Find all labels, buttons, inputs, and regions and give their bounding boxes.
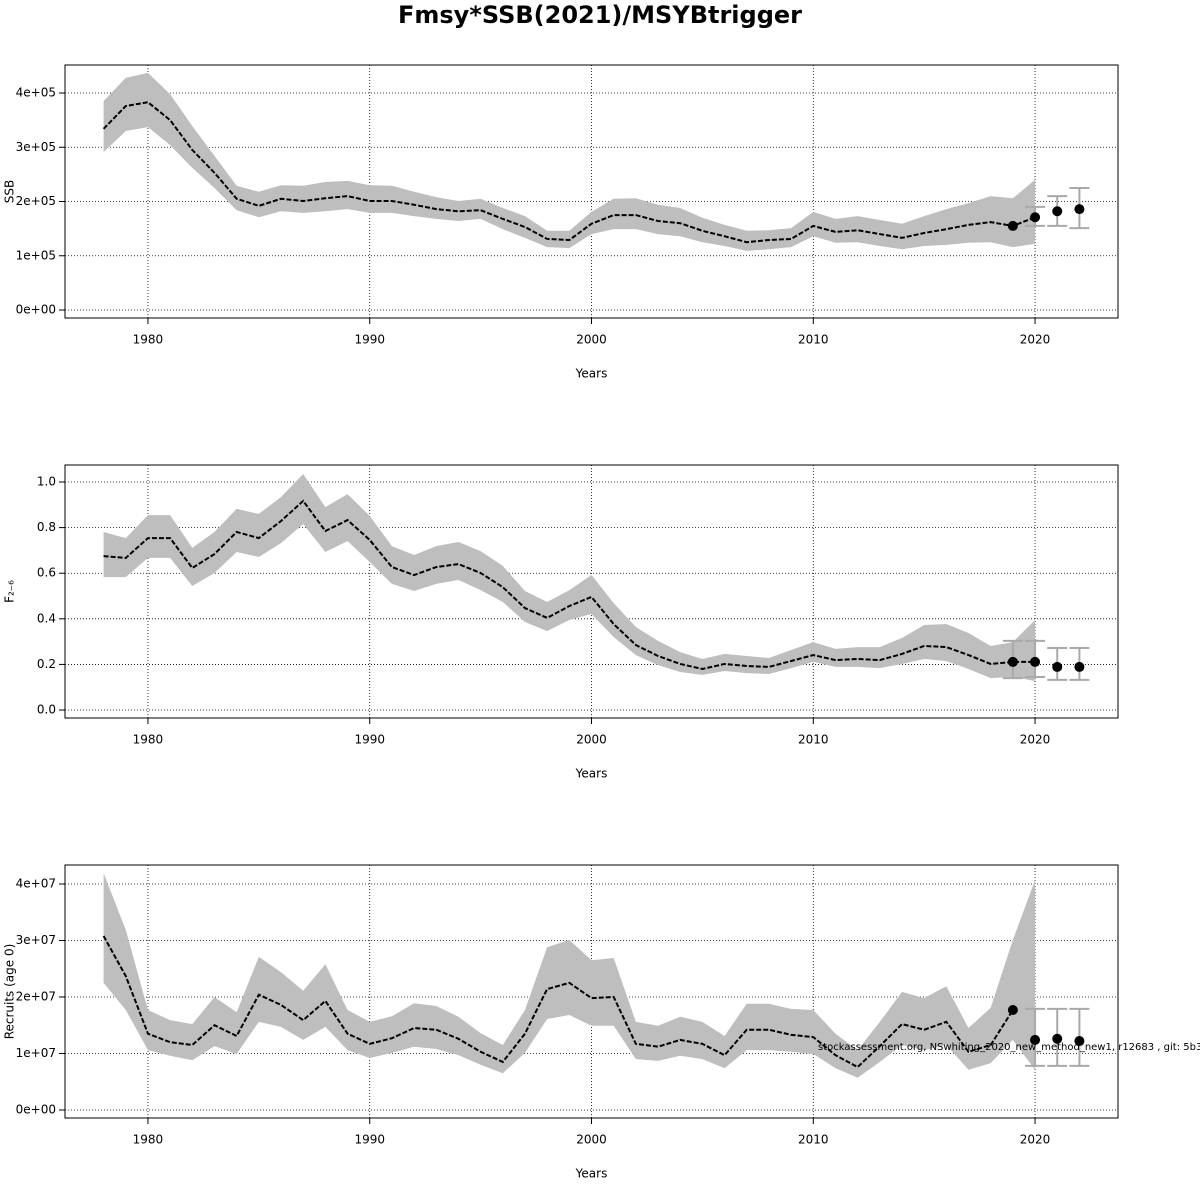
forecast-point [1030, 656, 1041, 667]
x-tick-label: 1990 [354, 333, 385, 347]
forecast-point [1052, 1033, 1063, 1044]
y-tick-label: 3e+07 [16, 933, 56, 947]
y-tick-label: 2e+07 [16, 989, 56, 1003]
x-axis-label: Years [575, 767, 608, 781]
x-tick-label: 2000 [576, 733, 607, 747]
y-tick-label: 0.8 [37, 520, 56, 534]
y-tick-label: 0.0 [37, 703, 56, 717]
y-tick-label: 4e+05 [16, 85, 56, 99]
x-tick-label: 1980 [133, 333, 164, 347]
plot-frame [64, 864, 1119, 1119]
x-tick-label: 2020 [1020, 733, 1051, 747]
annotation: stockassessment.org, NSwhiting_2020_new_… [818, 1042, 1200, 1053]
forecast-point [1007, 656, 1018, 667]
x-tick-label: 2010 [798, 1133, 829, 1147]
plot-frame [64, 64, 1119, 319]
x-tick-label: 2000 [576, 333, 607, 347]
y-tick-label: 1e+05 [16, 248, 56, 262]
plot-frame [64, 464, 1119, 719]
y-axis-label: Recruits (age 0) [3, 944, 17, 1040]
forecast-point [1074, 204, 1085, 215]
x-tick-label: 2010 [798, 333, 829, 347]
forecast-point [1074, 661, 1085, 672]
y-tick-label: 0.4 [37, 611, 56, 625]
y-tick-label: 0.2 [37, 657, 56, 671]
confidence-band [103, 873, 1036, 1078]
forecast-point [1030, 1034, 1041, 1045]
forecast-point [1007, 220, 1018, 231]
x-tick-label: 2020 [1020, 333, 1051, 347]
x-axis-label: Years [575, 1167, 608, 1181]
forecast-point [1007, 1004, 1018, 1015]
y-tick-label: 0e+00 [16, 303, 56, 317]
forecast-point [1052, 661, 1063, 672]
y-axis-label: F₂₋₆ [3, 580, 17, 603]
estimate-line [103, 499, 1036, 671]
y-tick-label: 1e+07 [16, 1046, 56, 1060]
estimate-line [102, 101, 1036, 244]
y-tick-label: 0.6 [37, 566, 56, 580]
forecast-point [1030, 212, 1041, 223]
x-tick-label: 1990 [354, 733, 385, 747]
y-tick-label: 0e+00 [16, 1102, 56, 1116]
x-axis-label: Years [575, 367, 608, 381]
y-tick-label: 1.0 [37, 475, 56, 489]
forecast-point [1052, 206, 1063, 217]
x-tick-label: 2020 [1020, 1133, 1051, 1147]
y-tick-label: 2e+05 [16, 194, 56, 208]
confidence-band [103, 474, 1036, 682]
estimate-line [102, 935, 1014, 1069]
x-tick-label: 2010 [798, 733, 829, 747]
y-tick-label: 3e+05 [16, 140, 56, 154]
confidence-band [103, 72, 1036, 251]
y-axis-label: SSB [3, 180, 17, 203]
x-tick-label: 1980 [133, 1133, 164, 1147]
x-tick-label: 1990 [354, 1133, 385, 1147]
x-tick-label: 2000 [576, 1133, 607, 1147]
y-tick-label: 4e+07 [16, 876, 56, 890]
chart-title: Fmsy*SSB(2021)/MSYBtrigger [398, 1, 802, 29]
forecast-point [1074, 1036, 1085, 1047]
x-tick-label: 1980 [133, 733, 164, 747]
